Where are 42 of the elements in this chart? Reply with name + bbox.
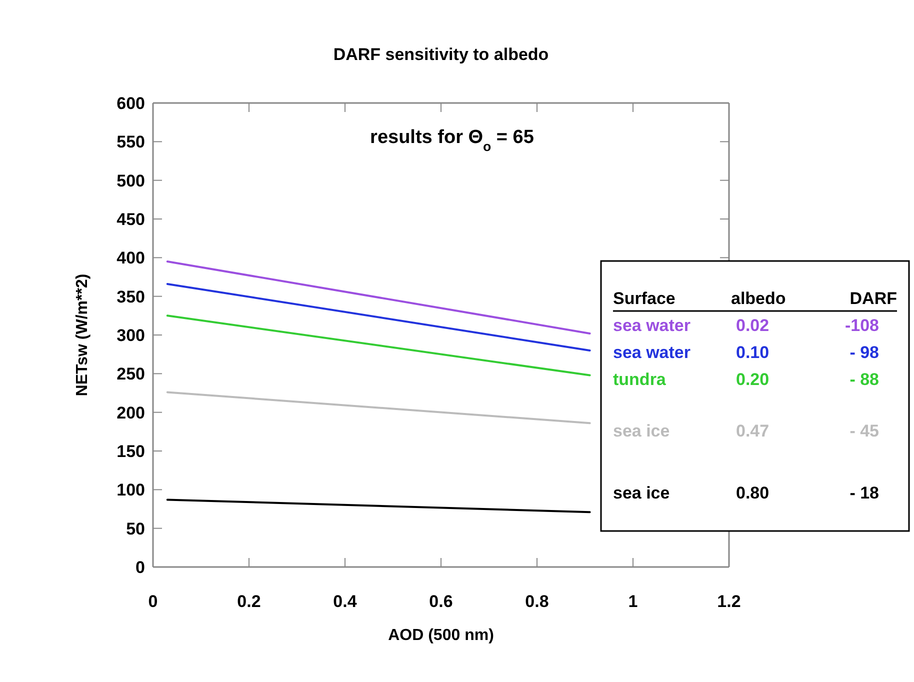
x-tick-label: 1 xyxy=(628,592,638,611)
x-tick-label: 1.2 xyxy=(717,592,741,611)
series-label: sea ice xyxy=(613,421,670,440)
y-tick-label: 50 xyxy=(126,519,145,538)
y-tick-label: 550 xyxy=(116,132,145,152)
text: 0.80 xyxy=(736,483,770,502)
text: -108 xyxy=(844,316,879,335)
y-tick-label: 200 xyxy=(116,403,145,422)
y-tick-label: 250 xyxy=(116,364,145,384)
y-tick-label: 350 xyxy=(116,287,145,306)
chart-title: DARF sensitivity to albedo xyxy=(333,45,549,64)
y-tick-label: 400 xyxy=(116,248,145,268)
series-label: sea water xyxy=(613,316,691,335)
x-tick-label: 0.4 xyxy=(333,592,358,611)
text: - 18 xyxy=(850,483,879,502)
text: 0.20 xyxy=(736,370,770,389)
y-tick-label: 450 xyxy=(116,210,145,229)
x-tick-label: 0.8 xyxy=(525,592,549,611)
x-tick-label: 0.2 xyxy=(237,592,261,611)
x-tick-label: 0 xyxy=(148,592,158,611)
y-tick-label: 100 xyxy=(116,480,145,500)
text: results for Θ$_{o}$ = 65 xyxy=(370,127,534,154)
y-tick-label: 150 xyxy=(116,442,145,461)
text: 0.02 xyxy=(736,316,770,335)
text: 0.47 xyxy=(736,421,770,440)
legend-title: Surface xyxy=(613,289,676,308)
text: - 88 xyxy=(850,370,879,389)
y-tick-label: 0 xyxy=(136,558,145,577)
y-axis-title: NETsw (W/m**2) xyxy=(74,274,91,396)
x-axis-title: AOD (500 nm) xyxy=(388,627,494,644)
text: 0.10 xyxy=(736,343,770,362)
text: - 45 xyxy=(850,421,879,440)
series-label: sea water xyxy=(613,343,691,362)
series-label: tundra xyxy=(613,370,666,389)
y-tick-label: 300 xyxy=(116,326,145,345)
text: DARF xyxy=(850,289,897,308)
y-tick-label: 600 xyxy=(116,94,145,113)
x-tick-label: 0.6 xyxy=(429,592,453,611)
series-label: sea ice xyxy=(613,483,670,502)
text: - 98 xyxy=(850,343,879,362)
y-tick-label: 500 xyxy=(116,171,145,190)
text: albedo xyxy=(731,289,786,308)
